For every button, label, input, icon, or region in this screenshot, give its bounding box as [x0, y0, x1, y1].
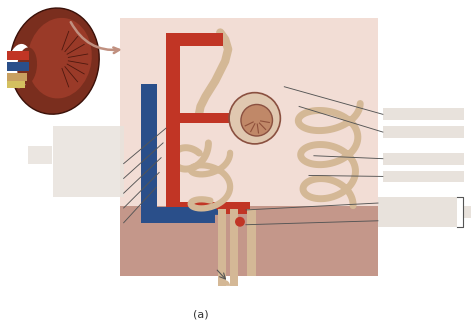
Bar: [247, 209, 256, 276]
Wedge shape: [211, 207, 219, 215]
Circle shape: [235, 217, 245, 227]
Ellipse shape: [10, 8, 99, 114]
Ellipse shape: [27, 18, 92, 99]
Bar: [180, 113, 234, 123]
Ellipse shape: [8, 44, 33, 88]
Bar: [7, 73, 27, 81]
Bar: [28, 146, 52, 164]
Bar: [141, 207, 215, 223]
Circle shape: [241, 104, 273, 136]
Bar: [166, 202, 250, 214]
Bar: [7, 81, 25, 88]
Bar: [166, 32, 180, 208]
Bar: [218, 209, 226, 286]
Bar: [222, 202, 242, 214]
Bar: [141, 84, 157, 212]
Bar: [383, 170, 464, 182]
Ellipse shape: [17, 48, 37, 85]
Bar: [53, 126, 124, 197]
Bar: [383, 153, 464, 165]
Bar: [7, 51, 29, 60]
Bar: [166, 32, 223, 46]
Text: (a): (a): [193, 309, 209, 319]
Bar: [383, 108, 464, 120]
Bar: [378, 197, 457, 227]
Bar: [383, 126, 464, 138]
Bar: [120, 18, 378, 276]
Circle shape: [229, 93, 280, 144]
Bar: [120, 206, 378, 276]
Bar: [230, 209, 238, 286]
Bar: [7, 62, 29, 71]
Wedge shape: [218, 280, 230, 286]
Bar: [463, 206, 474, 218]
